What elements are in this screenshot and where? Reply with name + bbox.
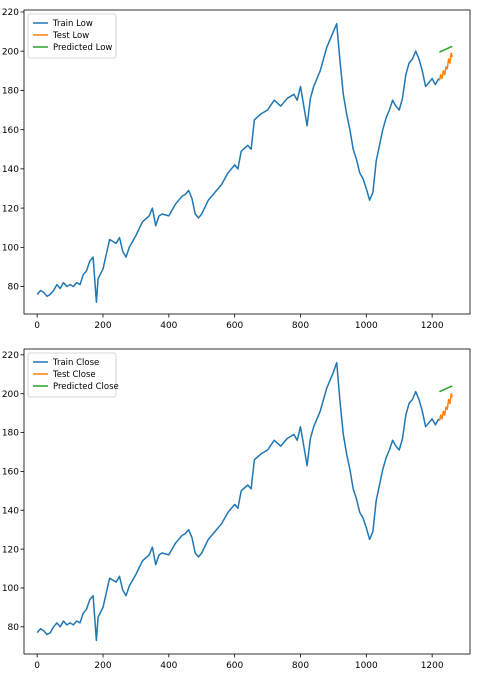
- y-tick-label: 80: [8, 623, 20, 633]
- legend-label: Predicted Low: [53, 43, 112, 53]
- y-tick-label: 160: [2, 468, 19, 478]
- y-tick-label: 180: [2, 429, 19, 439]
- y-tick-label: 180: [2, 87, 19, 97]
- x-tick-label: 0: [34, 321, 40, 331]
- series-line-predicted-low: [439, 46, 452, 52]
- x-tick-label: 800: [292, 661, 309, 671]
- series-line-test-low: [439, 53, 452, 81]
- y-tick-label: 200: [2, 47, 19, 57]
- y-tick-label: 140: [2, 506, 19, 516]
- chart-panel-close: 0 200 400 600 800 1000 1200 80 100 120 140 160 180 20…: [2, 349, 470, 671]
- x-tick-label: 1000: [355, 661, 378, 671]
- x-tick-label: 200: [94, 661, 111, 671]
- legend: Train Close Test Close Predicted Close: [28, 353, 119, 397]
- chart-panel-low: 0 200 400 600 800 1000 1200 80 100 120 140 160 180 20…: [2, 8, 470, 331]
- x-tick-label: 400: [160, 321, 177, 331]
- x-tick-label: 0: [34, 661, 40, 671]
- x-tick-label: 200: [94, 321, 111, 331]
- legend: Train Low Test Low Predicted Low: [28, 14, 116, 58]
- y-tick-label: 100: [2, 244, 19, 254]
- legend-label: Predicted Close: [53, 382, 119, 392]
- legend-label: Test Close: [52, 370, 96, 380]
- x-tick-label: 800: [292, 321, 309, 331]
- x-tick-label: 1200: [421, 661, 444, 671]
- y-tick-label: 120: [2, 545, 19, 555]
- x-tick-label: 600: [226, 661, 243, 671]
- legend-label: Test Low: [52, 31, 89, 41]
- x-tick-label: 1000: [355, 321, 378, 331]
- y-tick-label: 220: [2, 8, 19, 18]
- y-tick-label: 140: [2, 165, 19, 175]
- series-line-train-low: [37, 24, 439, 303]
- x-tick-label: 400: [160, 661, 177, 671]
- x-tick-label: 1200: [421, 321, 444, 331]
- series-line-predicted-close: [439, 386, 452, 392]
- y-tick-label: 100: [2, 584, 19, 594]
- y-tick-label: 80: [8, 283, 20, 293]
- legend-label: Train Close: [52, 358, 99, 368]
- x-tick-label: 600: [226, 321, 243, 331]
- y-tick-label: 220: [2, 351, 19, 361]
- series-line-test-close: [439, 394, 452, 421]
- series-line-train-close: [37, 363, 439, 641]
- y-tick-label: 200: [2, 390, 19, 400]
- y-tick-label: 160: [2, 126, 19, 136]
- legend-label: Train Low: [52, 19, 93, 29]
- y-tick-label: 120: [2, 204, 19, 214]
